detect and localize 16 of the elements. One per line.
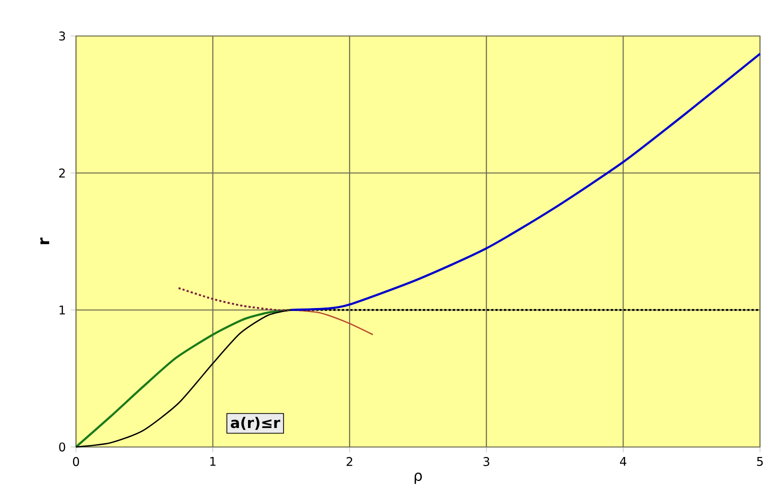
y-tick-label: 2 [59, 168, 65, 178]
x-tick-label: 1 [210, 457, 216, 466]
y-tick-label: 3 [59, 31, 65, 41]
annotation: a(r)≤r [230, 416, 280, 430]
x-tick-label: 2 [346, 457, 352, 466]
x-axis-title: ρ [414, 472, 422, 484]
line-series [290, 52, 762, 312]
y-tick-label: 0 [59, 442, 66, 452]
x-tick-label: 0 [72, 457, 80, 466]
line-series [290, 309, 374, 336]
x-tick-label: 3 [484, 457, 490, 466]
x-tick-label: 4 [620, 457, 626, 466]
y-axis-title: r [40, 238, 50, 244]
line-series [178, 287, 292, 312]
y-tick-label: 1 [60, 306, 65, 314]
x-tick-label: 5 [757, 457, 763, 466]
